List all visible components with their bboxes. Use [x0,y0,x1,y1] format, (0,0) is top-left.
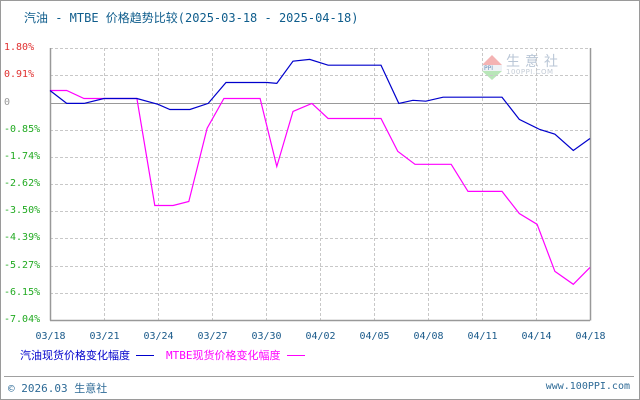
series-line [49,58,591,152]
x-tick-label: 04/02 [305,331,336,342]
y-tick-label: 0 [4,96,11,108]
legend-label-mtbe: MTBE现货价格变化幅度 [166,349,281,362]
y-tick-label: -6.15% [4,286,41,298]
x-tick-label: 04/18 [575,331,606,342]
y-tick-label: -4.39% [4,231,41,243]
x-tick-label: 03/30 [251,331,282,342]
watermark: PPI 生意社 100PPI.COM [480,53,590,81]
x-tick-label: 04/14 [521,331,552,342]
y-tick-label: -0.85% [4,123,41,135]
y-tick-label: -5.27% [4,259,41,271]
y-tick-label: -7.04% [4,313,41,325]
x-tick-label: 04/05 [359,331,390,342]
site-link[interactable]: www.100PPI.com [545,381,630,392]
y-tick-label: 1.80% [4,41,35,53]
footer-divider [4,376,634,377]
legend: 汽油现货价格变化幅度 MTBE现货价格变化幅度 [20,347,317,363]
legend-item-mtbe: MTBE现货价格变化幅度 [166,347,305,363]
series-line [50,89,591,286]
legend-label-gasoline: 汽油现货价格变化幅度 [20,349,130,362]
x-tick-label: 03/27 [197,331,228,342]
legend-item-gasoline: 汽油现货价格变化幅度 [20,347,154,363]
x-tick-label: 03/21 [89,331,120,342]
y-tick-label: -1.74% [4,150,41,162]
svg-text:PPI: PPI [484,65,493,72]
watermark-brand: 生意社 [506,54,563,70]
x-tick-label: 03/24 [143,331,174,342]
watermark-sub: 100PPI.COM [506,68,554,76]
y-tick-label: -2.62% [4,177,41,189]
x-tick-label: 04/11 [467,331,498,342]
x-tick-label: 03/18 [35,331,66,342]
copyright: © 2026.03 生意社 [8,382,108,395]
y-tick-label: -3.50% [4,204,41,216]
x-tick-label: 04/08 [413,331,444,342]
legend-swatch-mtbe [286,354,305,356]
y-tick-label: 0.91% [4,68,35,80]
legend-swatch-gasoline [136,354,154,356]
chart-title: 汽油 - MTBE 价格趋势比较(2025-03-18 - 2025-04-18… [24,11,359,25]
